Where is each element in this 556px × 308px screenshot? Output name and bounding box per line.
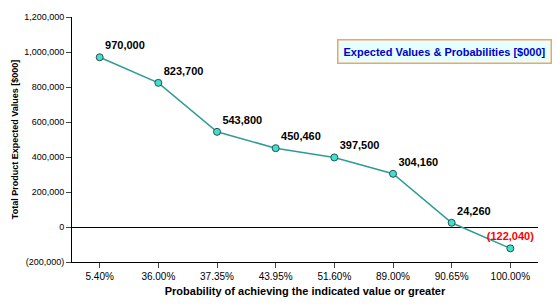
svg-text:Expected Values & Probabilitie: Expected Values & Probabilities [$000] <box>344 46 546 58</box>
svg-text:543,800: 543,800 <box>222 114 262 126</box>
svg-text:(122,040): (122,040) <box>487 230 534 242</box>
svg-text:51.60%: 51.60% <box>317 271 351 282</box>
svg-text:600,000: 600,000 <box>32 117 65 127</box>
svg-text:450,460: 450,460 <box>281 130 321 142</box>
svg-text:397,500: 397,500 <box>340 139 380 151</box>
svg-text:90.65%: 90.65% <box>435 271 469 282</box>
svg-text:43.95%: 43.95% <box>259 271 293 282</box>
svg-text:89.00%: 89.00% <box>376 271 410 282</box>
svg-text:36.00%: 36.00% <box>141 271 175 282</box>
svg-text:800,000: 800,000 <box>32 82 65 92</box>
svg-text:200,000: 200,000 <box>32 187 65 197</box>
svg-text:24,260: 24,260 <box>457 205 491 217</box>
svg-text:37.35%: 37.35% <box>200 271 234 282</box>
svg-text:Total Product Expected Values: Total Product Expected Values [$000] <box>10 60 20 219</box>
svg-text:Probability of achieving the i: Probability of achieving the indicated v… <box>165 285 446 297</box>
svg-text:(200,000): (200,000) <box>26 257 65 267</box>
svg-text:0: 0 <box>59 222 64 232</box>
svg-text:304,160: 304,160 <box>398 156 438 168</box>
svg-text:5.40%: 5.40% <box>86 271 114 282</box>
svg-text:970,000: 970,000 <box>105 39 145 51</box>
svg-text:400,000: 400,000 <box>32 152 65 162</box>
svg-text:1,000,000: 1,000,000 <box>24 47 64 57</box>
svg-text:1,200,000: 1,200,000 <box>24 12 64 22</box>
svg-text:823,700: 823,700 <box>164 65 204 77</box>
svg-text:100.00%: 100.00% <box>491 271 531 282</box>
